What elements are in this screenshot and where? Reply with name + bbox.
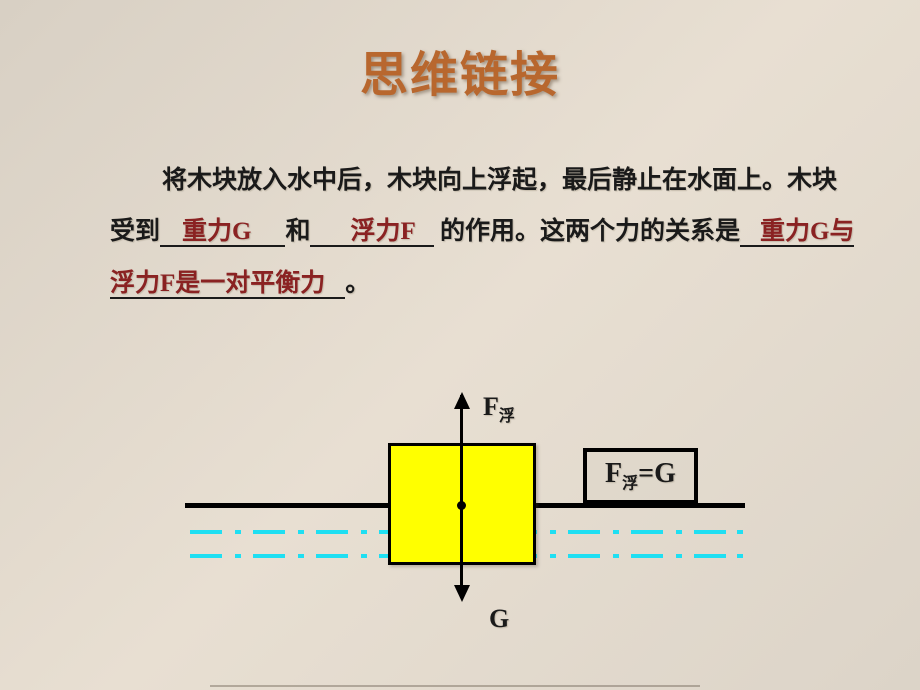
physics-diagram: F浮 G F浮=G: [185, 390, 745, 650]
text-part-4: 。: [345, 270, 370, 297]
label-gravity: G: [489, 604, 509, 634]
blank-answer-1: 重力G: [170, 218, 263, 247]
force-arrow-line: [460, 395, 463, 598]
equation-box: F浮=G: [583, 448, 698, 504]
center-dot: [457, 501, 466, 510]
arrow-down-icon: [454, 585, 470, 602]
page-title: 思维链接: [0, 0, 920, 105]
blank-answer-2: 浮力F: [338, 218, 427, 247]
text-part-3: 的作用。这两个力的关系是: [440, 218, 740, 245]
label-buoyancy: F浮: [483, 392, 515, 426]
arrow-up-icon: [454, 392, 470, 409]
bottom-divider: [210, 685, 700, 687]
text-part-2: 和: [285, 218, 310, 245]
main-paragraph: 将木块放入水中后，木块向上浮起，最后静止在水面上。木块受到重力G和浮力F 的作用…: [0, 105, 920, 309]
